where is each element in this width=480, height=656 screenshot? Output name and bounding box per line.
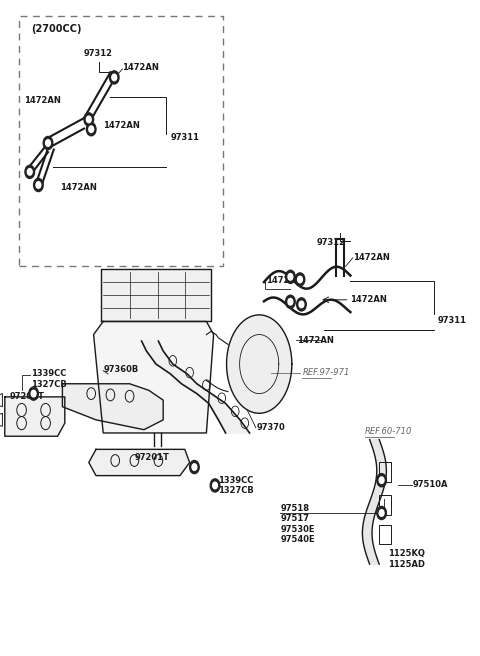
- Text: 1472AN: 1472AN: [122, 63, 159, 72]
- Text: REF.60-710: REF.60-710: [365, 427, 412, 436]
- Text: 97312: 97312: [84, 49, 113, 58]
- Circle shape: [286, 270, 295, 283]
- Text: 97201T: 97201T: [10, 392, 45, 401]
- Circle shape: [29, 387, 38, 400]
- Circle shape: [288, 298, 293, 305]
- Polygon shape: [62, 384, 163, 430]
- Text: 1472AN: 1472AN: [350, 295, 387, 304]
- Circle shape: [31, 390, 36, 397]
- Polygon shape: [227, 315, 292, 413]
- Text: 1472AN: 1472AN: [297, 336, 334, 345]
- Text: 97510A: 97510A: [413, 480, 448, 489]
- Polygon shape: [362, 440, 386, 564]
- Circle shape: [379, 477, 384, 483]
- Circle shape: [34, 178, 43, 192]
- Polygon shape: [101, 269, 211, 321]
- Text: 1472AN: 1472AN: [24, 96, 61, 105]
- Text: REF.97-971: REF.97-971: [302, 368, 350, 377]
- Polygon shape: [89, 449, 190, 476]
- Circle shape: [43, 136, 53, 150]
- Circle shape: [25, 165, 35, 178]
- Text: 1339CC: 1339CC: [31, 369, 67, 379]
- Circle shape: [27, 169, 32, 175]
- Text: 1327CB: 1327CB: [31, 380, 67, 389]
- Circle shape: [213, 482, 217, 489]
- Circle shape: [84, 113, 94, 126]
- Circle shape: [86, 116, 91, 123]
- Circle shape: [210, 479, 220, 492]
- Circle shape: [89, 126, 94, 133]
- Text: 1125KQ: 1125KQ: [388, 549, 425, 558]
- Circle shape: [112, 74, 117, 81]
- Circle shape: [377, 506, 386, 520]
- Circle shape: [286, 295, 295, 308]
- Polygon shape: [5, 397, 65, 436]
- Circle shape: [86, 123, 96, 136]
- Polygon shape: [142, 341, 250, 433]
- Circle shape: [295, 273, 305, 286]
- Circle shape: [377, 474, 386, 487]
- Text: 97530E: 97530E: [281, 525, 315, 534]
- Circle shape: [298, 276, 302, 283]
- Text: 97370: 97370: [257, 423, 286, 432]
- Circle shape: [297, 298, 306, 311]
- Text: 97311: 97311: [170, 133, 199, 142]
- Text: 97518: 97518: [281, 504, 310, 513]
- Circle shape: [288, 274, 293, 280]
- Text: 97201T: 97201T: [134, 453, 169, 462]
- Circle shape: [46, 140, 50, 146]
- Circle shape: [190, 461, 199, 474]
- Text: 1125AD: 1125AD: [388, 560, 425, 569]
- Text: 1472AN: 1472AN: [103, 121, 140, 131]
- Text: 1472AN: 1472AN: [353, 253, 390, 262]
- Text: 97517: 97517: [281, 514, 310, 523]
- Polygon shape: [94, 321, 214, 433]
- Text: 97360B: 97360B: [103, 365, 138, 374]
- Text: 1339CC: 1339CC: [218, 476, 254, 485]
- Text: 1472AN: 1472AN: [266, 276, 303, 285]
- Circle shape: [192, 464, 197, 470]
- Circle shape: [379, 510, 384, 516]
- Circle shape: [36, 182, 41, 188]
- Circle shape: [109, 71, 119, 84]
- Text: (2700CC): (2700CC): [31, 24, 82, 34]
- Text: 1327CB: 1327CB: [218, 486, 254, 495]
- Text: 1472AN: 1472AN: [60, 183, 97, 192]
- Text: 97540E: 97540E: [281, 535, 315, 544]
- Text: 97312: 97312: [317, 238, 346, 247]
- Circle shape: [299, 301, 304, 308]
- Text: 97311: 97311: [438, 316, 467, 325]
